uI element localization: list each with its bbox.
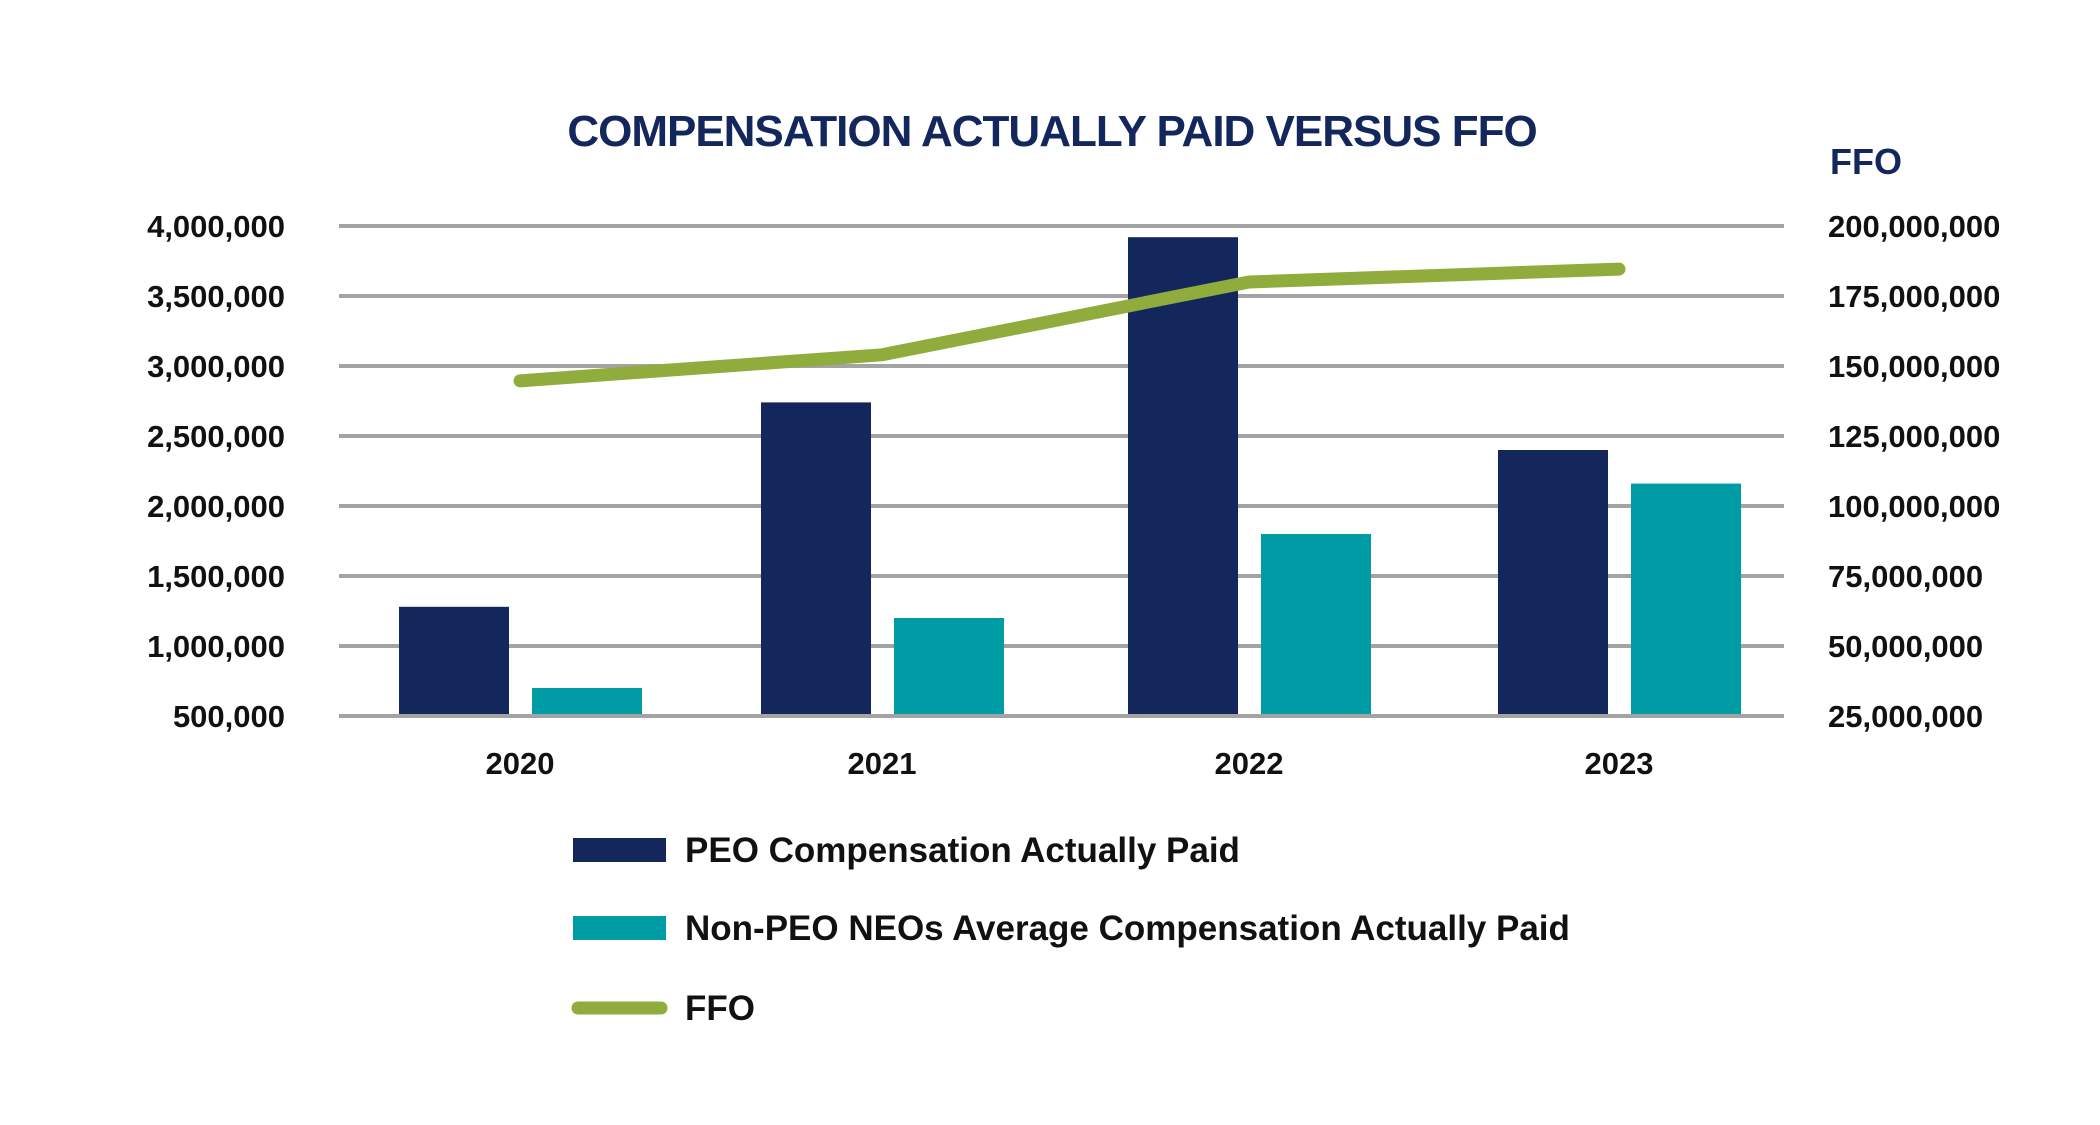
chart-title: COMPENSATION ACTUALLY PAID VERSUS FFO [567,107,1536,156]
right-tick-label: 200,000,000 [1828,209,2000,244]
left-axis-ticks: 4,000,000 3,500,000 3,000,000 2,500,000 2,00… [147,209,285,734]
peo-bar-2020 [399,606,509,714]
legend: PEO Compensation Actually Paid Non-PEO N… [571,831,1570,1028]
x-tick-label: 2020 [486,746,555,781]
ffo-line-group [513,262,1626,388]
x-tick-label: 2022 [1215,746,1284,781]
legend-label-ffo: FFO [685,989,755,1028]
legend-swatch-non-peo [573,916,666,940]
left-tick-label: 2,500,000 [147,419,285,454]
left-tick-label: 4,000,000 [147,209,285,244]
right-tick-label: 75,000,000 [1828,559,1983,594]
left-tick-label: 1,000,000 [147,629,285,664]
left-tick-label: 500,000 [173,699,285,734]
non-peo-bar-2020 [532,688,642,714]
peo-bar-2021 [761,402,871,714]
legend-swatch-peo [573,838,666,862]
right-tick-label: 125,000,000 [1828,419,2000,454]
legend-label-non-peo: Non-PEO NEOs Average Compensation Actual… [685,909,1570,948]
non-peo-bar-2022 [1261,534,1371,714]
left-tick-label: 3,000,000 [147,349,285,384]
right-tick-label: 150,000,000 [1828,349,2000,384]
right-tick-label: 175,000,000 [1828,279,2000,314]
right-tick-label: 50,000,000 [1828,629,1983,664]
non-peo-bar-2023 [1631,483,1741,714]
x-tick-label: 2021 [848,746,917,781]
left-tick-label: 3,500,000 [147,279,285,314]
right-tick-label: 100,000,000 [1828,489,2000,524]
x-tick-label: 2023 [1585,746,1654,781]
non-peo-bar-2021 [894,618,1004,714]
right-tick-label: 25,000,000 [1828,699,1983,734]
gridlines [339,224,1784,718]
left-tick-label: 1,500,000 [147,559,285,594]
right-axis-ticks: 200,000,000 175,000,000 150,000,000 125,000… [1828,209,2000,734]
x-axis-ticks: 2020 2021 2022 2023 [486,746,1654,781]
bars [399,237,1741,714]
legend-label-peo: PEO Compensation Actually Paid [685,831,1240,870]
peo-bar-2023 [1498,450,1608,714]
ffo-line [513,262,1626,388]
left-tick-label: 2,000,000 [147,489,285,524]
right-axis-title: FFO [1830,141,1902,182]
peo-bar-2022 [1128,237,1238,714]
